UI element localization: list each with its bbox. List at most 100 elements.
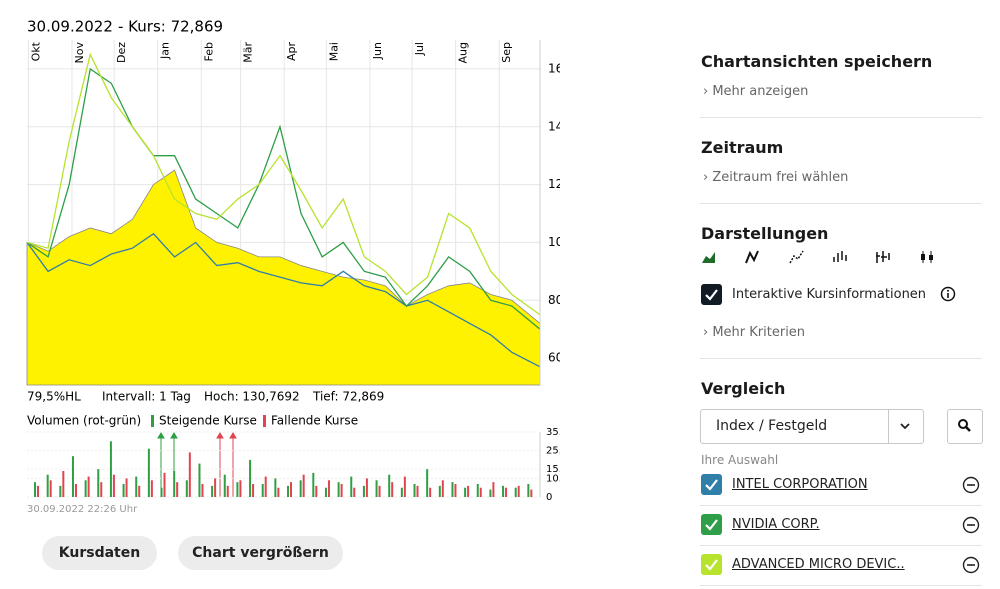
volume-bar — [324, 487, 327, 497]
volume-bar — [135, 476, 138, 497]
x-tick-label: Feb — [202, 42, 215, 61]
series-checkbox[interactable] — [701, 474, 722, 495]
y-tick-label: 25.000 — [546, 446, 560, 457]
volume-bar — [236, 482, 239, 497]
link[interactable]: › Zeitraum frei wählen — [703, 170, 849, 185]
timestamp: 30.09.2022 22:26 Uhr — [27, 504, 138, 515]
link-text[interactable]: Mehr Kriterien — [712, 325, 806, 340]
button[interactable]: Chart vergrößern — [178, 536, 343, 570]
separator — [700, 505, 982, 506]
search-button[interactable] — [947, 409, 983, 444]
volume-bar — [37, 485, 40, 497]
link-text[interactable]: Mehr anzeigen — [712, 84, 809, 99]
link-text[interactable]: Zeitraum frei wählen — [712, 170, 849, 185]
chart: 30.09.2022 - Kurs: 72,869 79,5%HL Interv… — [26, 18, 560, 515]
volume-bar — [122, 484, 125, 497]
volume-bar — [34, 482, 37, 497]
series-checkbox[interactable] — [701, 554, 722, 575]
select-text[interactable]: Index / Festgeld — [716, 418, 828, 434]
link[interactable]: › Mehr Kriterien — [703, 325, 806, 340]
button[interactable]: Kursdaten — [42, 536, 157, 570]
info-icon[interactable] — [940, 286, 956, 302]
legend-entry: Steigende Kurse — [159, 414, 257, 428]
volume-bar — [211, 485, 214, 497]
volume-bar — [249, 459, 252, 497]
series-link[interactable]: NVIDIA CORP. — [732, 517, 820, 532]
section-title: Zeitraum — [701, 138, 784, 157]
y-tick-label: 80 % — [548, 293, 560, 307]
checkbox-label: Interaktive Kursinformationen — [732, 287, 927, 302]
series-checkbox[interactable] — [701, 514, 722, 535]
volume-bar — [274, 478, 277, 497]
volume-bar — [315, 485, 318, 497]
legend-swatch — [151, 415, 154, 427]
volume-bar — [340, 484, 343, 497]
remove-button[interactable] — [962, 476, 980, 498]
volume-bar — [391, 482, 394, 497]
x-tick-label: Mär — [242, 42, 255, 63]
volume-bar — [49, 480, 52, 497]
volume-bar — [188, 452, 191, 497]
remove-button[interactable] — [962, 516, 980, 538]
volume-bar — [150, 480, 153, 497]
section-title: Vergleich — [701, 379, 786, 398]
checkbox[interactable] — [701, 284, 722, 305]
section-title: Chartansichten speichern — [701, 52, 933, 71]
volume-bar — [264, 476, 267, 497]
link[interactable]: › Mehr anzeigen — [703, 84, 809, 99]
volume-bar — [400, 487, 403, 497]
y-tick-label: 15.000 — [546, 464, 560, 475]
select[interactable]: Index / Festgeld — [700, 409, 924, 444]
volume-bar — [100, 482, 103, 497]
volume-bar — [454, 484, 457, 497]
volume-bar — [413, 484, 416, 497]
display-icons[interactable] — [700, 248, 940, 266]
volume-bar — [112, 474, 115, 497]
x-tick-label: Jun — [371, 42, 384, 60]
separator — [700, 585, 982, 586]
volume-bar — [530, 489, 533, 497]
volume-bar — [492, 482, 495, 497]
volume-bar — [502, 485, 505, 497]
volume-bar — [214, 478, 217, 497]
volume-bar — [464, 487, 467, 497]
line — [26, 232, 541, 368]
volume-bar — [46, 474, 49, 497]
volume-bar — [138, 485, 141, 497]
legend-swatch — [263, 415, 266, 427]
volume-bar — [252, 484, 255, 497]
volume-bar — [479, 487, 482, 497]
volume-bar — [84, 480, 87, 497]
volume-bar — [378, 485, 381, 497]
x-tick-label: Aug — [457, 42, 470, 63]
volume-bar — [403, 476, 406, 497]
x-tick-label: Jan — [159, 42, 172, 60]
volume-bar — [87, 476, 90, 497]
volume-bar — [302, 474, 305, 497]
volume-bar — [476, 484, 479, 497]
legend-entry: Fallende Kurse — [271, 414, 358, 428]
section-title: Darstellungen — [701, 224, 829, 243]
volume-bar — [173, 471, 176, 497]
volume-bar — [429, 487, 432, 497]
y-tick-label: 10.000 — [546, 473, 560, 484]
x-tick-label: Mai — [327, 42, 340, 61]
volume-bar — [350, 476, 353, 497]
stat: Tief: 72,869 — [312, 390, 384, 404]
volume-bar — [375, 480, 378, 497]
series-link[interactable]: ADVANCED MICRO DEVIC.. — [732, 557, 905, 572]
volume-bar — [185, 480, 188, 497]
volume-bar — [160, 487, 163, 497]
line — [26, 52, 541, 316]
remove-button[interactable] — [962, 556, 980, 578]
volume-bar — [416, 485, 419, 497]
y-tick-label: 35.000 — [546, 427, 560, 438]
volume-bar — [109, 441, 112, 497]
y-tick-label: 60 % — [548, 351, 560, 365]
volume-bar — [226, 485, 229, 497]
series-link[interactable]: INTEL CORPORATION — [732, 477, 868, 492]
volume-label: Volumen (rot-grün) — [27, 414, 141, 428]
volume-bar — [489, 489, 492, 497]
volume-bar — [290, 482, 293, 497]
kurs: - Kurs: 72,869 — [118, 18, 223, 36]
